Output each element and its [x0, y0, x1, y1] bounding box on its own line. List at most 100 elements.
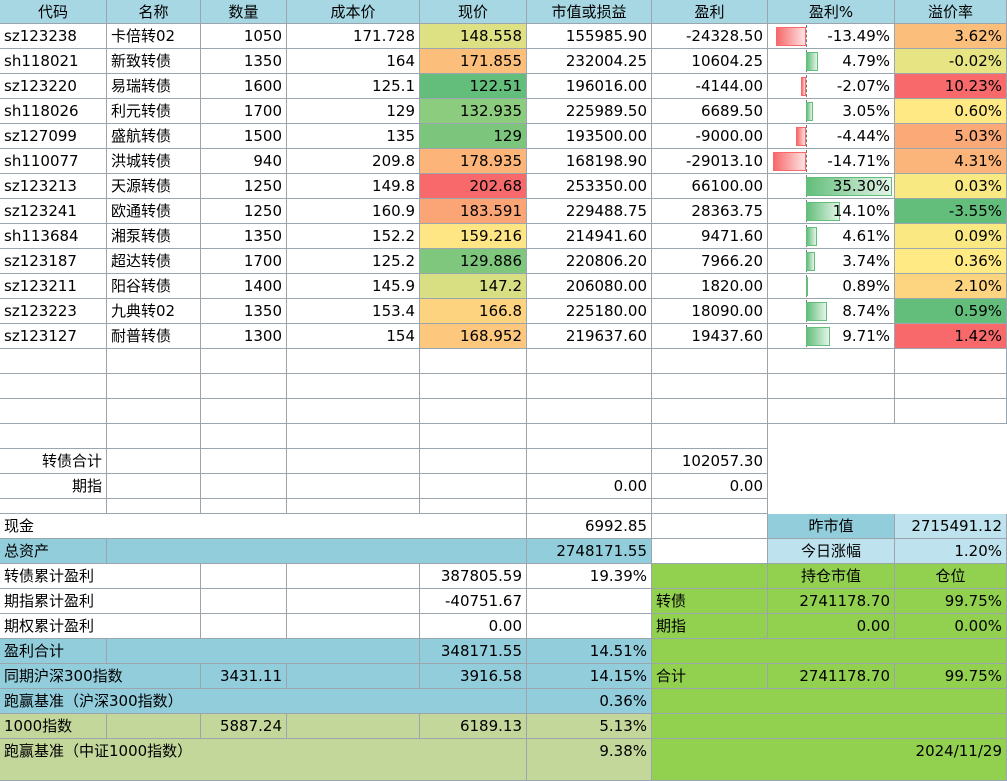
holding-premium[interactable]: 0.36%: [895, 249, 1007, 274]
empty-cell[interactable]: [0, 499, 107, 514]
beat-hs300-label[interactable]: 跑赢基准（沪深300指数）: [0, 689, 527, 714]
bond-cum-label[interactable]: 转债累计盈利: [0, 564, 201, 589]
holding-market-value[interactable]: 196016.00: [527, 74, 652, 99]
empty-cell[interactable]: [527, 424, 652, 449]
holding-pnl-pct[interactable]: -4.44%: [768, 124, 895, 149]
empty-cell[interactable]: [652, 539, 768, 564]
empty-cell[interactable]: [652, 399, 768, 424]
holding-market-value[interactable]: 219637.60: [527, 324, 652, 349]
holding-cost[interactable]: 154: [287, 324, 420, 349]
holding-cost[interactable]: 145.9: [287, 274, 420, 299]
holding-premium[interactable]: 2.10%: [895, 274, 1007, 299]
holding-pnl[interactable]: 19437.60: [652, 324, 768, 349]
green-fill[interactable]: [652, 564, 768, 589]
holding-cost[interactable]: 125.2: [287, 249, 420, 274]
holding-pnl-pct[interactable]: 3.74%: [768, 249, 895, 274]
empty-cell[interactable]: [527, 399, 652, 424]
holding-price[interactable]: 129: [420, 124, 527, 149]
empty-cell[interactable]: [652, 374, 768, 399]
holding-cost[interactable]: 152.2: [287, 224, 420, 249]
holding-qty[interactable]: 1350: [201, 49, 287, 74]
opt-cum-label[interactable]: 期权累计盈利: [0, 614, 201, 639]
empty-cell[interactable]: [895, 374, 1007, 399]
holding-name[interactable]: 天源转债: [107, 174, 201, 199]
futures-label[interactable]: 期指: [0, 474, 107, 499]
holding-market-value[interactable]: 220806.20: [527, 249, 652, 274]
beat-zz1000-value[interactable]: 9.38%: [527, 739, 652, 781]
empty-cell[interactable]: [527, 614, 652, 639]
cash-value[interactable]: 6992.85: [527, 514, 652, 539]
holding-cost[interactable]: 153.4: [287, 299, 420, 324]
holding-premium[interactable]: 0.03%: [895, 174, 1007, 199]
empty-cell[interactable]: [201, 474, 287, 499]
holding-pnl-pct[interactable]: 4.61%: [768, 224, 895, 249]
total-assets-label[interactable]: 总资产: [0, 539, 107, 564]
beat-zz1000-label[interactable]: 跑赢基准（中证1000指数）: [0, 739, 527, 781]
holding-qty[interactable]: 1400: [201, 274, 287, 299]
empty-cell[interactable]: [287, 589, 420, 614]
empty-cell[interactable]: [287, 424, 420, 449]
hs300-pct[interactable]: 14.15%: [527, 664, 652, 689]
holding-name[interactable]: 湘泵转债: [107, 224, 201, 249]
empty-cell[interactable]: [107, 474, 201, 499]
holding-code[interactable]: sz123241: [0, 199, 107, 224]
holding-cost[interactable]: 171.728: [287, 24, 420, 49]
holding-cost[interactable]: 164: [287, 49, 420, 74]
empty-cell[interactable]: [201, 399, 287, 424]
holding-name[interactable]: 欧通转债: [107, 199, 201, 224]
cash-label[interactable]: 现金: [0, 514, 527, 539]
holding-pnl[interactable]: -24328.50: [652, 24, 768, 49]
zz1000-now[interactable]: 6189.13: [420, 714, 527, 739]
empty-cell[interactable]: [420, 474, 527, 499]
holding-pnl-pct[interactable]: 8.74%: [768, 299, 895, 324]
lg-fill[interactable]: [107, 714, 201, 739]
green-fill[interactable]: [652, 714, 1007, 739]
holding-price[interactable]: 129.886: [420, 249, 527, 274]
empty-cell[interactable]: [0, 374, 107, 399]
empty-cell[interactable]: [768, 374, 895, 399]
empty-cell[interactable]: [420, 349, 527, 374]
holding-code[interactable]: sh110077: [0, 149, 107, 174]
holding-code[interactable]: sh118026: [0, 99, 107, 124]
today-label[interactable]: 今日涨幅: [768, 539, 895, 564]
holding-market-value[interactable]: 155985.90: [527, 24, 652, 49]
header-cost[interactable]: 成本价: [287, 0, 420, 24]
holding-cost[interactable]: 149.8: [287, 174, 420, 199]
blue-fill[interactable]: [107, 639, 420, 664]
empty-cell[interactable]: [0, 399, 107, 424]
holding-qty[interactable]: 1350: [201, 224, 287, 249]
holding-code[interactable]: sz123238: [0, 24, 107, 49]
prev-mv-value[interactable]: 2715491.12: [895, 514, 1007, 539]
holding-premium[interactable]: -3.55%: [895, 199, 1007, 224]
header-name[interactable]: 名称: [107, 0, 201, 24]
holding-code[interactable]: sz123211: [0, 274, 107, 299]
holding-pnl[interactable]: -4144.00: [652, 74, 768, 99]
holding-cost[interactable]: 129: [287, 99, 420, 124]
holding-qty[interactable]: 1500: [201, 124, 287, 149]
holding-pnl-pct[interactable]: 0.89%: [768, 274, 895, 299]
empty-cell[interactable]: [287, 614, 420, 639]
bond-total-pnl[interactable]: 102057.30: [652, 449, 768, 474]
profit-total-pct[interactable]: 14.51%: [527, 639, 652, 664]
holding-qty[interactable]: 1600: [201, 74, 287, 99]
holding-premium[interactable]: 3.62%: [895, 24, 1007, 49]
holding-qty[interactable]: 1050: [201, 24, 287, 49]
profit-total-value[interactable]: 348171.55: [420, 639, 527, 664]
empty-cell[interactable]: [527, 374, 652, 399]
empty-cell[interactable]: [895, 349, 1007, 374]
holding-market-value[interactable]: 229488.75: [527, 199, 652, 224]
empty-cell[interactable]: [201, 424, 287, 449]
pos-total-weight[interactable]: 99.75%: [895, 664, 1007, 689]
empty-cell[interactable]: [652, 424, 768, 449]
total-assets-value[interactable]: 2748171.55: [527, 539, 652, 564]
holding-market-value[interactable]: 225989.50: [527, 99, 652, 124]
empty-cell[interactable]: [527, 589, 652, 614]
holding-code[interactable]: sz123127: [0, 324, 107, 349]
holding-pnl[interactable]: 66100.00: [652, 174, 768, 199]
empty-cell[interactable]: [287, 349, 420, 374]
holding-name[interactable]: 卡倍转02: [107, 24, 201, 49]
empty-cell[interactable]: [652, 499, 768, 514]
empty-cell[interactable]: [527, 499, 652, 514]
empty-cell[interactable]: [107, 349, 201, 374]
bond-total-label[interactable]: 转债合计: [0, 449, 107, 474]
